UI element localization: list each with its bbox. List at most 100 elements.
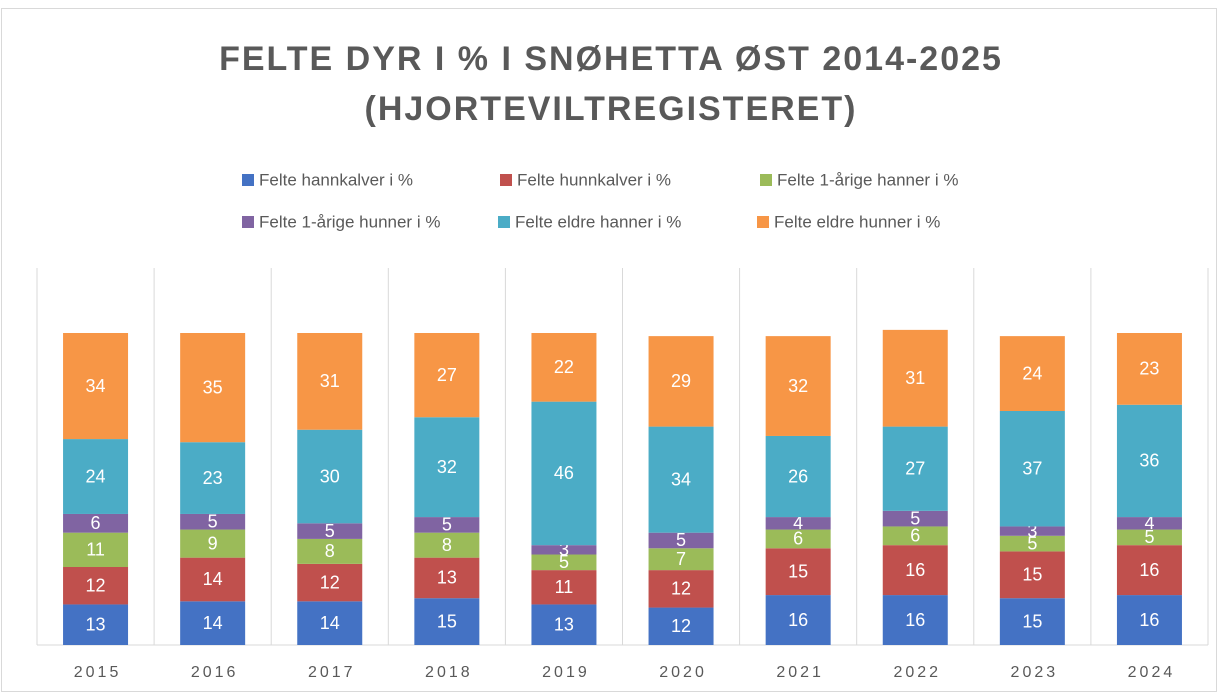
data-label: 15 xyxy=(788,561,808,581)
bar-segment xyxy=(180,557,246,602)
legend-label: Felte eldre hunner i % xyxy=(774,212,940,231)
bar-segment xyxy=(414,517,480,533)
data-label: 30 xyxy=(320,466,340,486)
data-label: 23 xyxy=(1139,359,1159,379)
bar-segment xyxy=(648,532,714,549)
data-label: 34 xyxy=(86,376,106,396)
data-label: 5 xyxy=(1144,527,1154,547)
bar-segment xyxy=(1116,404,1182,518)
bar-segment xyxy=(63,604,129,645)
data-label: 5 xyxy=(559,552,569,572)
data-label: 11 xyxy=(86,540,105,560)
legend-swatch xyxy=(242,216,254,228)
x-tick-label: 2022 xyxy=(893,664,941,681)
data-label: 12 xyxy=(671,616,691,636)
data-label: 46 xyxy=(554,463,574,483)
data-label: 16 xyxy=(1139,560,1159,580)
data-label: 6 xyxy=(793,529,803,549)
data-label: 4 xyxy=(1144,513,1154,533)
bar-segment xyxy=(531,401,597,546)
legend-label: Felte 1-årige hunner i % xyxy=(259,212,440,231)
data-label: 23 xyxy=(203,468,223,488)
bar-segment xyxy=(999,598,1065,645)
data-label: 29 xyxy=(671,371,691,391)
data-label: 22 xyxy=(554,357,574,377)
data-label: 32 xyxy=(437,457,457,477)
data-label: 12 xyxy=(320,572,340,592)
data-label: 8 xyxy=(442,535,452,555)
bar-segment xyxy=(63,439,129,514)
data-label: 4 xyxy=(793,513,803,533)
data-label: 26 xyxy=(788,466,808,486)
data-label: 37 xyxy=(1022,458,1042,478)
bar-segment xyxy=(414,417,480,518)
data-label: 5 xyxy=(1027,533,1037,553)
data-label: 35 xyxy=(203,377,223,397)
bar-segment xyxy=(414,532,480,558)
data-label: 34 xyxy=(671,469,691,489)
x-tick-label: 2017 xyxy=(308,664,356,681)
data-label: 31 xyxy=(905,368,925,388)
bar-segment xyxy=(180,601,246,645)
data-label: 27 xyxy=(437,365,457,385)
data-label: 15 xyxy=(1022,611,1042,631)
bar-segment xyxy=(648,570,714,608)
bar-segment xyxy=(648,336,714,427)
bar-segment xyxy=(297,601,363,645)
data-label: 16 xyxy=(905,610,925,630)
bar-segment xyxy=(882,545,948,596)
bar-segment xyxy=(63,567,129,605)
bar-segment xyxy=(63,532,129,567)
bar-segment xyxy=(765,336,831,436)
legend-swatch xyxy=(757,216,769,228)
bar-segment xyxy=(63,513,129,533)
data-label: 3 xyxy=(559,540,569,560)
bar-segment xyxy=(180,442,246,514)
data-label: 6 xyxy=(91,513,101,533)
bar-segment xyxy=(882,595,948,645)
bar-segment xyxy=(648,607,714,645)
data-label: 15 xyxy=(1022,565,1042,585)
data-label: 14 xyxy=(203,613,223,633)
data-label: 16 xyxy=(905,560,925,580)
bar-segment xyxy=(1116,517,1182,530)
legend-label: Felte hannkalver i % xyxy=(259,170,413,189)
data-label: 5 xyxy=(910,508,920,528)
data-label: 12 xyxy=(671,579,691,599)
bar-segment xyxy=(765,548,831,596)
x-tick-label: 2015 xyxy=(74,664,122,681)
data-label: 7 xyxy=(676,549,686,569)
data-label: 5 xyxy=(208,512,218,532)
x-tick-label: 2023 xyxy=(1011,664,1059,681)
bar-segment xyxy=(297,429,363,524)
legend-label: Felte hunnkalver i % xyxy=(517,170,671,189)
bar-segment xyxy=(531,604,597,645)
bar-segment xyxy=(882,329,948,427)
legend-swatch xyxy=(242,174,254,186)
bar-segment xyxy=(999,526,1065,536)
bar-segment xyxy=(297,538,363,564)
bar-segment xyxy=(180,513,246,530)
bar-segment xyxy=(297,523,363,539)
data-label: 16 xyxy=(788,610,808,630)
legend-swatch xyxy=(500,174,512,186)
bar-segment xyxy=(1116,595,1182,645)
data-label: 16 xyxy=(1139,610,1159,630)
data-label: 6 xyxy=(910,526,920,546)
data-label: 5 xyxy=(442,515,452,535)
bar-segment xyxy=(297,333,363,430)
bar-segment xyxy=(765,435,831,518)
bar-segment xyxy=(999,336,1065,411)
data-label: 13 xyxy=(437,568,457,588)
data-label: 8 xyxy=(325,541,335,561)
x-tick-label: 2019 xyxy=(542,664,590,681)
x-tick-label: 2021 xyxy=(776,664,824,681)
bar-segment xyxy=(297,563,363,602)
bar-segment xyxy=(1116,333,1182,405)
chart-title: FELTE DYR I % I SNØHETTA ØST 2014-2025 (… xyxy=(219,40,1003,128)
bar-segment xyxy=(1116,529,1182,546)
legend-swatch xyxy=(760,174,772,186)
x-tick-label: 2018 xyxy=(425,664,473,681)
bar-segment xyxy=(648,426,714,533)
bar-segment xyxy=(414,598,480,645)
